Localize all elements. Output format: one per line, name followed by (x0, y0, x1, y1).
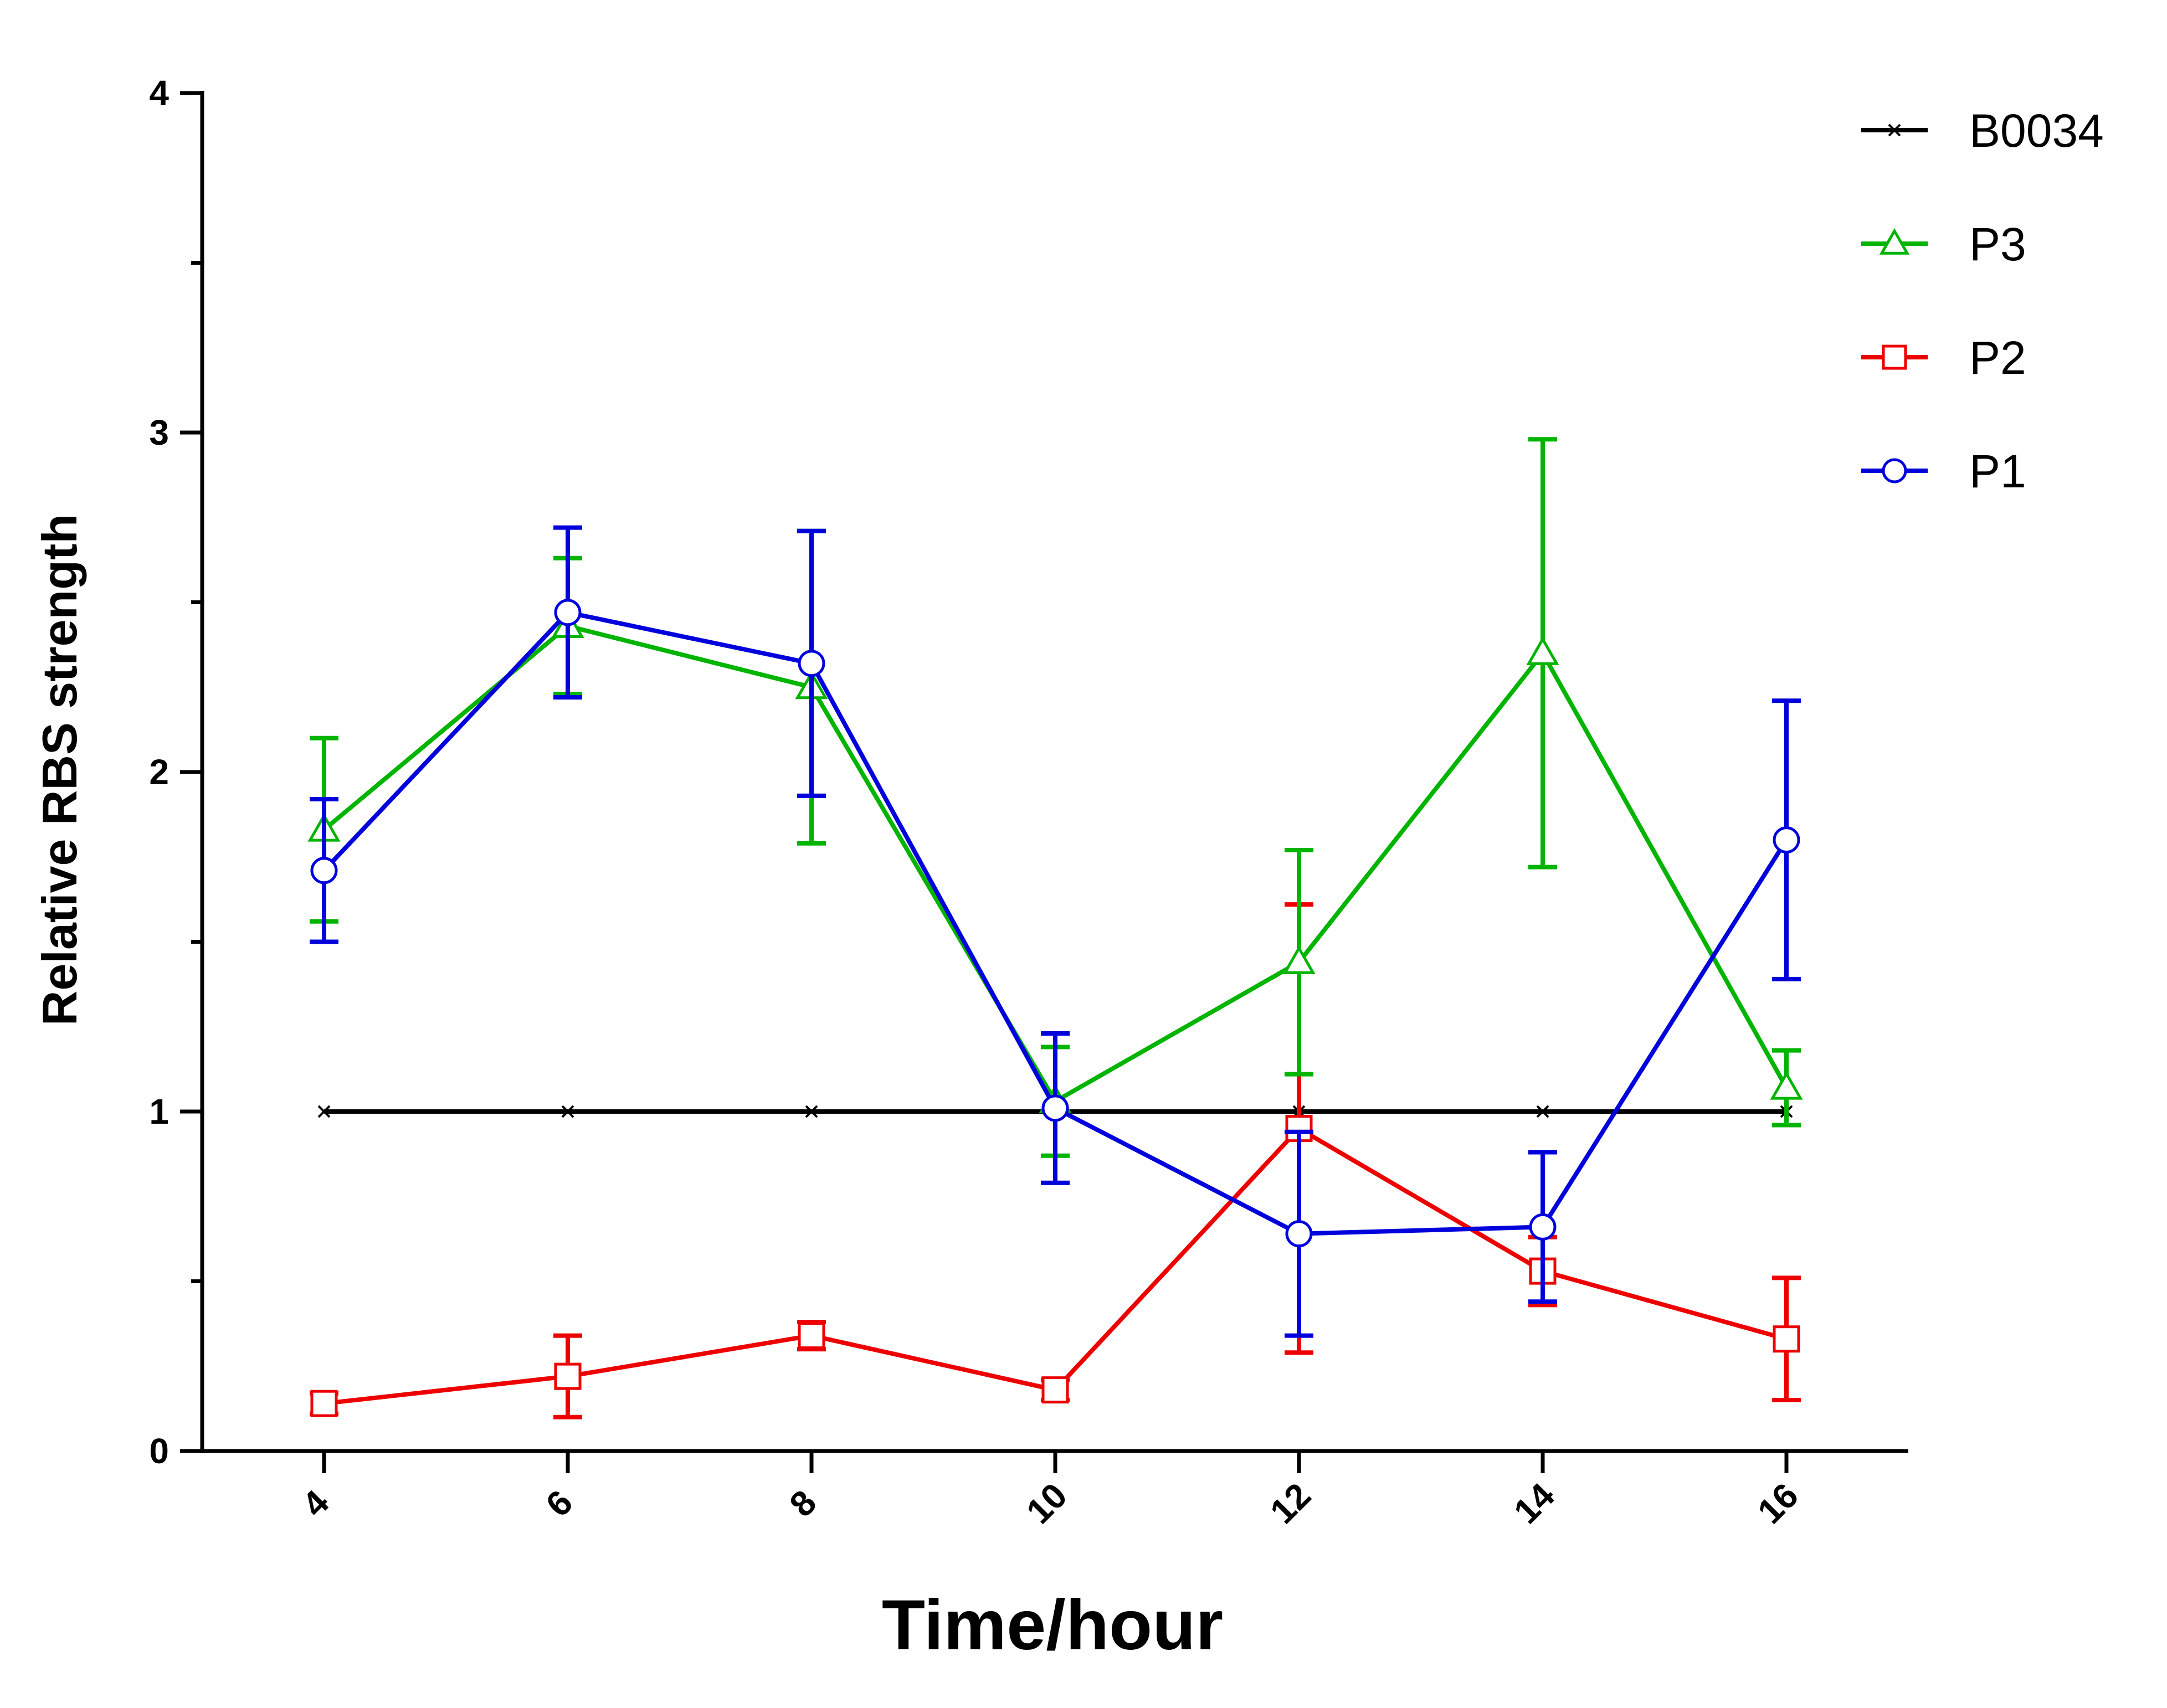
data-point (1285, 1220, 1313, 1248)
series-line (322, 624, 1789, 1104)
y-axis-title: Relative RBS strength (32, 514, 87, 1026)
legend-label: P1 (1969, 445, 2026, 497)
data-point (1526, 636, 1559, 665)
data-point (1041, 1094, 1069, 1122)
data-point (1529, 1213, 1557, 1241)
y-tick-label: 1 (149, 1092, 169, 1131)
legend-swatch-marker (1882, 344, 1907, 370)
x-tick-label: 12 (1262, 1475, 1318, 1531)
x-tick-label: 6 (538, 1482, 580, 1524)
data-point (1282, 945, 1316, 974)
series-layer (307, 437, 1803, 1419)
x-tick-label: 8 (782, 1482, 824, 1524)
legend-item-P2: P2 (1861, 332, 2026, 384)
data-point (805, 1105, 818, 1118)
legend-label: P2 (1969, 332, 2026, 384)
data-point (1770, 1071, 1803, 1100)
legend-swatch-marker (1879, 228, 1910, 255)
y-tick-label: 0 (149, 1431, 169, 1471)
y-tick-label: 2 (149, 752, 169, 792)
data-point (798, 650, 825, 677)
data-point (798, 1322, 825, 1350)
legend-item-P1: P1 (1861, 445, 2026, 497)
x-axis-title: Time/hour (882, 1586, 1223, 1665)
x-tick-label: 10 (1019, 1475, 1075, 1531)
data-point (1041, 1376, 1069, 1404)
y-tick-label: 3 (149, 413, 169, 452)
data-point (554, 599, 582, 626)
data-point (310, 1390, 338, 1417)
data-point (554, 1362, 582, 1390)
legend: B0034 P3 P2 P1 (1861, 105, 2104, 497)
data-point (1536, 1105, 1549, 1118)
data-point (310, 857, 338, 884)
data-point (1773, 1325, 1800, 1353)
legend-item-B0034: B0034 (1861, 105, 2104, 157)
legend-swatch-marker (1882, 458, 1907, 483)
legend-label: P3 (1969, 218, 2026, 270)
legend-item-P3: P3 (1861, 218, 2026, 270)
x-tick-label: 4 (294, 1482, 336, 1524)
x-tick-label: 16 (1750, 1475, 1806, 1531)
legend-swatch-marker (1888, 124, 1901, 137)
x-tick-label: 14 (1506, 1475, 1563, 1532)
series-P1 (310, 525, 1801, 1338)
data-point (1773, 826, 1800, 854)
legend-label: B0034 (1969, 105, 2104, 157)
y-tick-label: 4 (149, 73, 169, 113)
data-point (561, 1105, 574, 1118)
data-point (317, 1105, 331, 1118)
